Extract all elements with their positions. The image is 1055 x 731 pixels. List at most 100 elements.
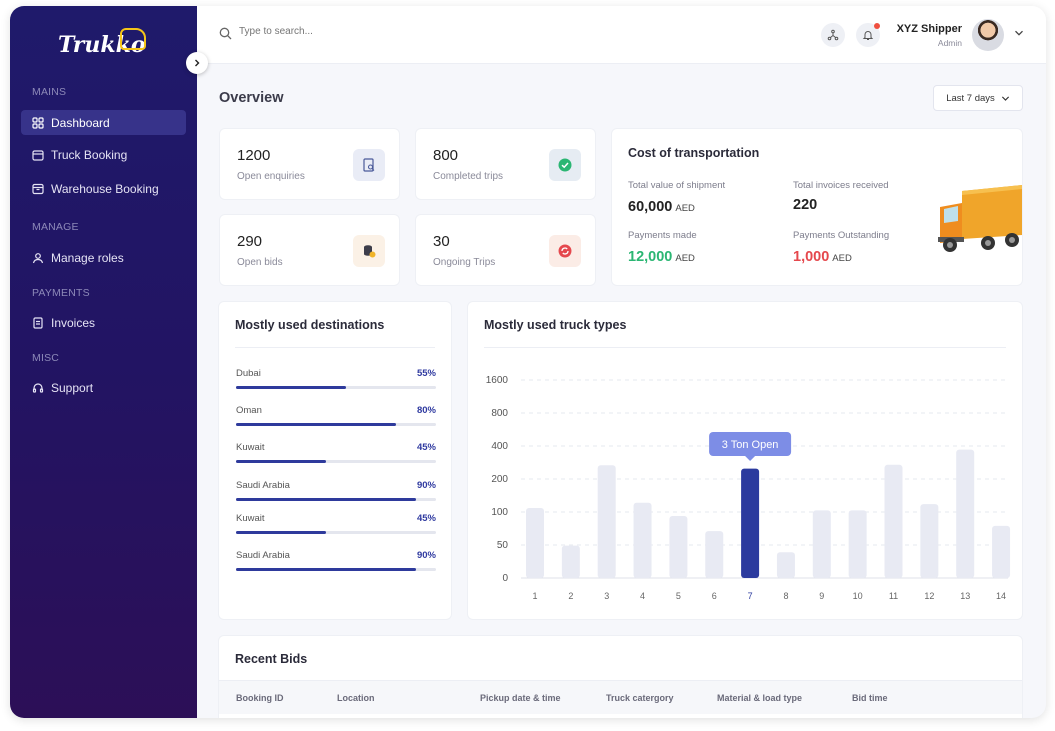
x-tick-label: 10	[853, 591, 863, 601]
column-header[interactable]: Bid time	[852, 693, 888, 703]
sidebar-item-warehouse-booking[interactable]: Warehouse Booking	[21, 176, 186, 201]
cost-card: Cost of transportation Total value of sh…	[611, 128, 1023, 286]
destination-progress-fill	[236, 460, 326, 463]
document-icon	[31, 316, 45, 330]
notifications-button[interactable]	[856, 23, 880, 47]
destination-percent: 45%	[416, 442, 436, 453]
x-tick-label: 7	[748, 591, 753, 601]
x-tick-label: 12	[924, 591, 934, 601]
coins-icon	[353, 235, 385, 267]
destination-item: Dubai 55%	[236, 368, 436, 389]
cost-value-shipment: 60,000 AED	[628, 199, 695, 215]
destination-item: Oman 80%	[236, 405, 436, 426]
y-tick-label: 0	[502, 573, 508, 584]
destination-progress-fill	[236, 498, 416, 501]
sidebar-item-truck-booking[interactable]: Truck Booking	[21, 142, 186, 167]
section-manage: MANAGE	[32, 221, 79, 233]
stat-card-ongoing-trips[interactable]: 30 Ongoing Trips	[415, 214, 596, 286]
destination-item: Saudi Arabia 90%	[236, 550, 436, 571]
x-tick-label: 9	[819, 591, 824, 601]
chart-tooltip	[709, 432, 792, 456]
y-tick-label: 1600	[486, 375, 509, 386]
column-header[interactable]: Booking ID	[236, 693, 284, 703]
check-circle-icon	[549, 149, 581, 181]
chart-title: Mostly used truck types	[484, 318, 627, 332]
stat-label: Open enquiries	[237, 171, 305, 182]
destination-item: Kuwait 45%	[236, 442, 436, 463]
destination-progress-fill	[236, 568, 416, 571]
brand-logo[interactable]: Trukko	[58, 28, 146, 58]
unit-text: AED	[675, 253, 695, 264]
date-range-dropdown[interactable]: Last 7 days	[933, 85, 1023, 111]
destination-name: Saudi Arabia	[236, 550, 290, 561]
destinations-title: Mostly used destinations	[235, 318, 385, 332]
sidebar-item-label: Invoices	[51, 315, 96, 330]
value-text: 1,000	[793, 249, 830, 265]
divider	[484, 347, 1006, 348]
destination-item: Kuwait 45%	[236, 513, 436, 534]
truck-illustration	[938, 185, 1022, 252]
destination-progress-track	[236, 498, 436, 501]
search-input[interactable]	[239, 26, 439, 37]
y-tick-label: 50	[497, 540, 509, 551]
app-window: Trukko MAINS Dashboard Truck Booking War…	[10, 6, 1046, 718]
column-header[interactable]: Truck catergory	[606, 693, 674, 703]
search-icon	[219, 27, 232, 40]
destination-percent: 45%	[416, 513, 436, 524]
stat-card-open-bids[interactable]: 290 Open bids	[219, 214, 400, 286]
refresh-icon	[549, 235, 581, 267]
value-text: 220	[793, 197, 818, 213]
chevron-down-icon	[1001, 95, 1009, 101]
destination-name: Saudi Arabia	[236, 480, 290, 491]
y-tick-label: 400	[491, 441, 508, 452]
sidebar-item-manage-roles[interactable]: Manage roles	[21, 245, 186, 270]
chevron-down-icon[interactable]	[1014, 28, 1024, 38]
destination-progress-track	[236, 460, 436, 463]
x-tick-label: 14	[996, 591, 1006, 601]
column-header[interactable]: Location	[337, 693, 375, 703]
stat-card-completed-trips[interactable]: 800 Completed trips	[415, 128, 596, 200]
sidebar-item-label: Support	[51, 380, 94, 395]
destination-name: Kuwait	[236, 513, 265, 524]
sidebar-item-label: Warehouse Booking	[51, 181, 159, 196]
section-payments: PAYMENTS	[32, 287, 90, 299]
cost-value-invoices: 220	[793, 197, 817, 213]
destination-percent: 90%	[416, 480, 436, 491]
cost-value-payments-made: 12,000 AED	[628, 249, 695, 265]
value-text: 12,000	[628, 249, 673, 265]
avatar[interactable]	[972, 19, 1004, 51]
stat-value: 1200	[237, 147, 271, 164]
share-button[interactable]	[821, 23, 845, 47]
chart-bar	[956, 449, 975, 578]
sidebar-item-dashboard[interactable]: Dashboard	[21, 110, 186, 135]
topbar: XYZ Shipper Admin	[197, 6, 1046, 64]
column-header[interactable]: Pickup date & time	[480, 693, 561, 703]
recent-bids-title: Recent Bids	[235, 652, 308, 666]
x-tick-label: 13	[960, 591, 970, 601]
chart-bar	[633, 502, 652, 578]
chart-bar	[992, 525, 1011, 578]
section-misc: MISC	[32, 352, 60, 364]
sidebar-item-support[interactable]: Support	[21, 375, 186, 400]
sidebar-item-invoices[interactable]: Invoices	[21, 310, 186, 335]
destination-name: Oman	[236, 405, 262, 416]
column-header[interactable]: Material & load type	[717, 693, 803, 703]
destination-progress-track	[236, 531, 436, 534]
chart-tooltip-label: 3 Ton Open	[722, 439, 779, 451]
x-tick-label: 2	[568, 591, 573, 601]
page-title: Overview	[219, 90, 284, 106]
sidebar-item-label: Dashboard	[51, 115, 110, 130]
destination-percent: 80%	[416, 405, 436, 416]
y-tick-label: 200	[491, 474, 508, 485]
brand-name: Trukko	[58, 32, 146, 58]
chart-bar	[812, 510, 831, 578]
destination-percent: 90%	[416, 550, 436, 561]
stat-card-open-enquiries[interactable]: 1200 Open enquiries	[219, 128, 400, 200]
x-tick-label: 4	[640, 591, 645, 601]
cost-label: Payments Outstanding	[793, 230, 890, 241]
destination-name: Kuwait	[236, 442, 265, 453]
sidebar-toggle-button[interactable]	[186, 52, 208, 74]
y-tick-label: 100	[491, 507, 508, 518]
cost-label: Payments made	[628, 230, 697, 241]
cost-title: Cost of transportation	[628, 146, 760, 160]
